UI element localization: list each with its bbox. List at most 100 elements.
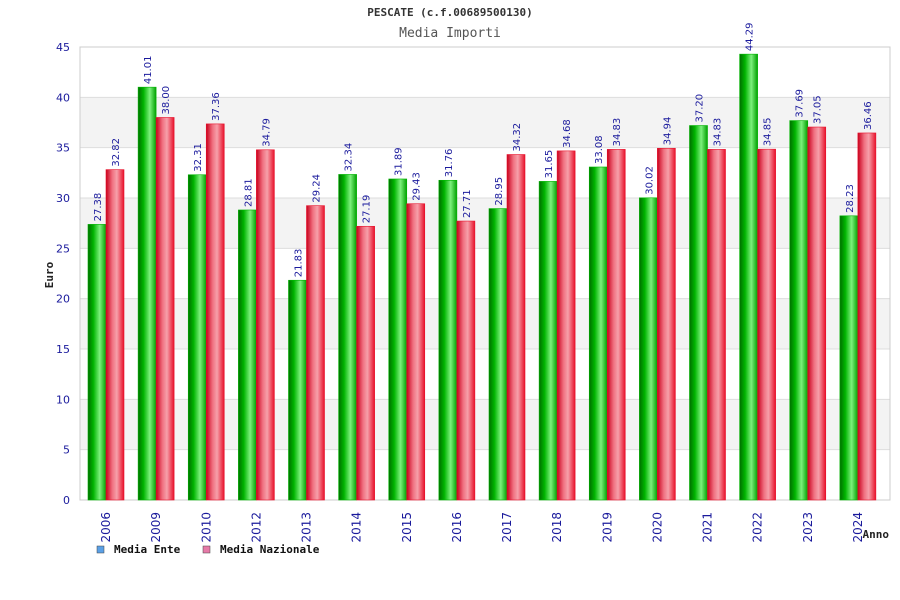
bar-media-ente-2012: [238, 209, 257, 501]
x-tick-label: 2017: [500, 512, 514, 543]
value-label: 34.83: [612, 118, 623, 147]
value-label: 33.08: [594, 135, 605, 164]
legend-label-media-nazionale: Media Nazionale: [220, 543, 320, 556]
chart-subtitle: Media Importi: [399, 26, 501, 41]
plot-band: [80, 47, 890, 98]
y-tick-label: 40: [56, 91, 70, 104]
value-label: 34.85: [763, 118, 774, 147]
value-label: 34.94: [662, 117, 673, 146]
x-tick-label: 2015: [400, 512, 414, 543]
chart-title: PESCATE (c.f.00689500130): [367, 6, 533, 19]
legend-swatch-media-nazionale: [202, 545, 211, 554]
bar-media-ente-2022: [739, 53, 758, 501]
bar-media-nazionale-2014: [356, 225, 375, 501]
bar-media-nazionale-2024: [857, 132, 877, 501]
value-label: 31.76: [444, 149, 455, 178]
value-label: 29.24: [312, 174, 323, 203]
value-label: 31.89: [394, 147, 405, 176]
bar-media-nazionale-2018: [556, 150, 576, 501]
bar-media-nazionale-2017: [506, 154, 526, 501]
bar-media-ente-2006: [87, 224, 107, 501]
value-label: 37.05: [813, 95, 824, 124]
value-label: 34.83: [713, 118, 724, 147]
x-tick-label: 2010: [199, 512, 213, 543]
y-tick-label: 20: [56, 293, 70, 306]
bar-media-nazionale-2006: [105, 169, 125, 501]
legend-swatch-media-ente: [96, 545, 105, 554]
bar-media-nazionale-2019: [606, 149, 626, 501]
bar-media-nazionale-2012: [256, 149, 275, 501]
legend-label-media-ente: Media Ente: [114, 543, 181, 556]
value-label: 30.02: [644, 166, 655, 195]
value-label: 44.29: [745, 23, 756, 52]
x-tick-label: 2019: [600, 512, 614, 543]
value-label: 28.95: [494, 177, 505, 206]
value-label: 41.01: [143, 56, 154, 85]
bar-media-nazionale-2022: [757, 148, 776, 501]
x-tick-label: 2013: [300, 512, 314, 543]
value-labels: 27.38 32.82 41.01 38.00 32.31 37.36 28.81 34.79…: [93, 23, 874, 278]
bar-media-ente-2023: [789, 120, 809, 501]
value-label: 34.68: [562, 119, 573, 148]
value-label: 32.31: [193, 143, 204, 172]
value-label: 28.81: [243, 178, 254, 207]
y-tick-label: 35: [56, 142, 70, 155]
bar-media-nazionale-2021: [707, 149, 726, 501]
x-tick-label: 2018: [550, 512, 564, 543]
x-axis-title: Anno: [863, 528, 890, 541]
value-label: 27.19: [362, 195, 373, 224]
y-tick-label: 5: [63, 444, 70, 457]
value-label: 32.82: [111, 138, 122, 167]
bar-media-ente-2024: [839, 215, 859, 501]
y-axis-ticks: 0 5 10 15 20 25 30 35 40 45: [56, 41, 70, 507]
value-label: 31.65: [544, 150, 555, 179]
y-tick-label: 25: [56, 242, 70, 255]
bar-media-nazionale-2020: [657, 147, 676, 501]
x-tick-label: 2020: [650, 512, 664, 543]
x-tick-label: 2009: [149, 512, 163, 543]
bar-media-ente-2009: [137, 86, 157, 501]
bar-media-nazionale-2016: [456, 220, 476, 501]
value-label: 27.71: [462, 189, 473, 218]
value-label: 37.69: [795, 89, 806, 118]
bar-media-ente-2017: [488, 208, 508, 501]
x-tick-label: 2023: [801, 512, 815, 543]
bar-media-ente-2015: [388, 178, 408, 501]
value-label: 29.43: [412, 172, 423, 201]
bar-media-ente-2021: [689, 125, 708, 501]
bar-media-nazionale-2010: [205, 123, 225, 501]
y-tick-label: 10: [56, 393, 70, 406]
value-label: 32.34: [344, 143, 355, 172]
x-tick-label: 2024: [851, 512, 865, 543]
bar-media-ente-2016: [438, 179, 458, 501]
bar-media-nazionale-2015: [406, 203, 426, 501]
bar-media-ente-2020: [639, 197, 658, 501]
x-axis-ticks: 2006 2009 2010 2012 2013 2014 2015 2016 2017 2018…: [99, 512, 865, 543]
bar-media-nazionale-2009: [155, 117, 175, 501]
value-label: 21.83: [294, 249, 305, 278]
plot-frame: [79, 46, 891, 501]
value-label: 36.46: [863, 101, 874, 130]
value-label: 34.79: [261, 118, 272, 147]
bar-media-ente-2018: [538, 181, 558, 501]
x-tick-label: 2021: [701, 512, 715, 543]
bar-media-ente-2019: [588, 166, 608, 501]
y-tick-label: 0: [63, 494, 70, 507]
value-label: 38.00: [161, 86, 172, 115]
value-label: 27.38: [93, 193, 104, 222]
value-label: 37.36: [211, 92, 222, 121]
bars: [87, 53, 877, 501]
y-tick-label: 15: [56, 343, 70, 356]
x-tick-label: 2022: [751, 512, 765, 543]
value-label: 28.23: [845, 184, 856, 213]
x-tick-label: 2016: [450, 512, 464, 543]
x-tick-label: 2014: [350, 512, 364, 543]
y-tick-label: 30: [56, 192, 70, 205]
y-axis-title: Euro: [43, 261, 56, 288]
y-tick-label: 45: [56, 41, 70, 54]
value-label: 37.20: [695, 94, 706, 123]
x-tick-label: 2006: [99, 512, 113, 543]
bar-media-nazionale-2013: [306, 205, 325, 501]
legend: Media Ente Media Nazionale: [96, 543, 320, 556]
